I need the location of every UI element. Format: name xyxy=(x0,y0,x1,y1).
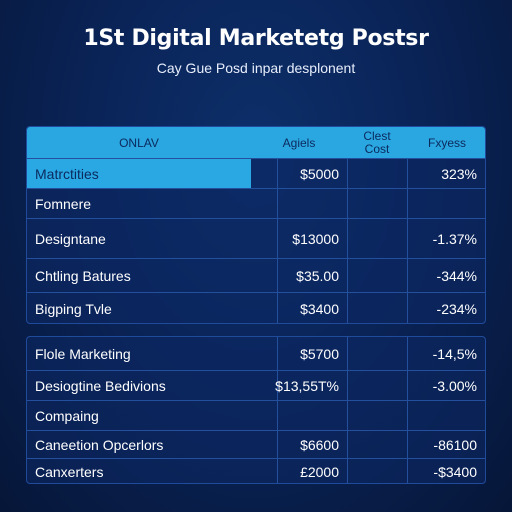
pricing-table-top: ONLAV Agiels Clest Cost Fxyess Matrctiti… xyxy=(26,126,486,324)
column-divider xyxy=(347,127,348,323)
row-name-cell: Caneetion Opcerlors xyxy=(35,436,164,453)
row-expenses-cell: -344% xyxy=(436,267,477,284)
page-title: 1St Digital Marketetg Postsr xyxy=(83,26,429,51)
row-name-cell: Canxerters xyxy=(35,464,104,480)
row-agents-cell: $13000 xyxy=(292,230,339,247)
row-agents-cell: $13,55T% xyxy=(275,377,339,394)
row-name-cell: Compaing xyxy=(35,407,99,424)
table-row[interactable]: Matrctities $5000 323% xyxy=(27,159,485,189)
pricing-table-bottom: Flole Marketing $5700 -14,5% Desiogtine … xyxy=(26,336,486,484)
row-name-cell: Bigping Tvle xyxy=(35,301,112,317)
table-row[interactable]: Flole Marketing $5700 -14,5% xyxy=(27,337,485,371)
row-name-cell: Designtane xyxy=(35,230,106,247)
table-row[interactable]: Fomnere xyxy=(27,189,485,219)
column-header-client-line1: Clest xyxy=(363,128,391,143)
page-subtitle: Cay Gue Posd inpar desplonent xyxy=(156,60,356,76)
row-agents-cell: $5000 xyxy=(300,165,339,182)
column-divider xyxy=(277,127,278,323)
table-row[interactable]: Desiogtine Bedivions $13,55T% -3.00% xyxy=(27,371,485,401)
column-divider xyxy=(347,337,348,483)
row-agents-cell: $5700 xyxy=(300,345,339,362)
row-name-cell: Flole Marketing xyxy=(35,345,131,362)
row-expenses-cell: -3.00% xyxy=(432,377,477,394)
table-header-row: ONLAV Agiels Clest Cost Fxyess xyxy=(27,127,485,159)
column-header-client-line2: Cost xyxy=(364,141,390,156)
column-divider xyxy=(277,337,278,483)
row-name-cell: Fomnere xyxy=(35,195,92,212)
row-name-cell: Matrctities xyxy=(27,159,251,188)
table-row[interactable]: Compaing xyxy=(27,401,485,431)
row-expenses-cell: -86100 xyxy=(433,436,477,453)
table-row[interactable]: Caneetion Opcerlors $6600 -86100 xyxy=(27,431,485,459)
column-header-expenses[interactable]: Fxyess xyxy=(427,135,466,150)
table-row[interactable]: Chtling Batures $35.00 -344% xyxy=(27,259,485,293)
table-row[interactable]: Bigping Tvle $3400 -234% xyxy=(27,293,485,323)
row-expenses-cell: -234% xyxy=(436,301,477,317)
row-name-cell: Desiogtine Bedivions xyxy=(35,377,166,394)
row-agents-cell: $6600 xyxy=(300,436,339,453)
table-row[interactable]: Designtane $13000 -1.37% xyxy=(27,219,485,259)
column-divider xyxy=(407,337,408,483)
column-header-agents[interactable]: Agiels xyxy=(282,135,316,150)
column-divider xyxy=(407,127,408,323)
row-expenses-cell: -1.37% xyxy=(432,230,477,247)
table-row[interactable]: Canxerters £2000 -$3400 xyxy=(27,459,485,483)
column-header-name[interactable]: ONLAV xyxy=(119,135,159,150)
row-name-cell: Chtling Batures xyxy=(35,267,131,284)
column-header-client-cost[interactable]: Clest Cost xyxy=(347,127,407,158)
row-agents-cell: $35.00 xyxy=(296,267,339,284)
row-expenses-cell: -$3400 xyxy=(433,464,477,480)
row-agents-cell: $3400 xyxy=(300,301,339,317)
row-expenses-cell: 323% xyxy=(441,165,477,182)
row-expenses-cell: -14,5% xyxy=(432,345,477,362)
row-agents-cell: £2000 xyxy=(300,464,339,480)
